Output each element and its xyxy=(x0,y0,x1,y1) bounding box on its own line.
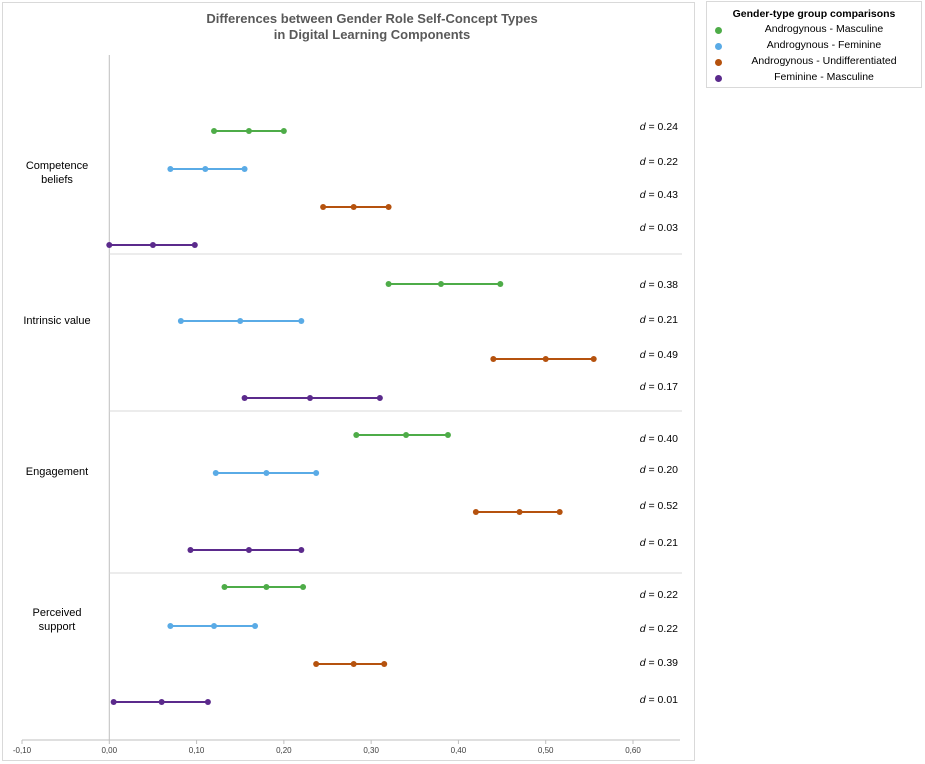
plot-frame xyxy=(2,2,695,761)
effect-point xyxy=(245,547,252,553)
effect-size-label: d = 0.43 xyxy=(640,189,678,201)
ci-high-point xyxy=(381,661,388,667)
ci-low-point xyxy=(490,356,497,362)
category-label: Perceived xyxy=(33,607,82,619)
effect-size-label: d = 0.21 xyxy=(640,537,678,549)
x-tick-label: 0,60 xyxy=(625,746,641,755)
effect-size-label: d = 0.49 xyxy=(640,349,678,361)
ci-low-point xyxy=(106,242,113,248)
ci-low-point xyxy=(167,623,174,629)
x-tick-label: 0,10 xyxy=(189,746,205,755)
effect-size-label: d = 0.24 xyxy=(640,121,678,133)
effect-point xyxy=(516,509,523,515)
effect-point xyxy=(263,584,270,590)
legend-item: Androgynous - Feminine xyxy=(707,39,921,54)
effect-size-label: d = 0.01 xyxy=(640,694,678,706)
ci-high-point xyxy=(241,166,248,172)
effect-point xyxy=(350,661,357,667)
ci-low-point xyxy=(221,584,228,590)
ci-low-point xyxy=(241,395,248,401)
ci-high-point xyxy=(590,356,597,362)
legend-marker xyxy=(715,43,722,50)
legend-label: Androgynous - Masculine xyxy=(764,23,884,35)
effect-point xyxy=(437,281,444,287)
ci-low-point xyxy=(385,281,392,287)
effect-point xyxy=(158,699,165,705)
legend-item: Androgynous - Undifferentiated xyxy=(707,55,921,70)
ci-high-point xyxy=(298,318,305,324)
effect-point xyxy=(245,128,252,134)
category-label: Competence xyxy=(26,160,88,172)
ci-high-point xyxy=(497,281,504,287)
ci-low-point xyxy=(110,699,117,705)
legend-label: Androgynous - Undifferentiated xyxy=(751,55,897,67)
x-tick-label: 0,20 xyxy=(276,746,292,755)
ci-low-point xyxy=(187,547,194,553)
legend-label: Feminine - Masculine xyxy=(774,71,874,83)
category-label: support xyxy=(39,621,76,633)
effect-point xyxy=(211,623,218,629)
legend-marker xyxy=(715,75,722,82)
ci-low-point xyxy=(177,318,184,324)
category-label: Engagement xyxy=(26,466,88,478)
legend-label: Androgynous - Feminine xyxy=(766,39,882,51)
ci-low-point xyxy=(472,509,479,515)
ci-low-point xyxy=(212,470,219,476)
ci-low-point xyxy=(167,166,174,172)
x-tick-label: 0,40 xyxy=(451,746,467,755)
ci-low-point xyxy=(211,128,218,134)
chart-title-line-0: Differences between Gender Role Self-Con… xyxy=(206,11,537,26)
legend: Gender-type group comparisons Androgynou… xyxy=(706,1,922,88)
effect-point xyxy=(350,204,357,210)
x-tick-label: 0,00 xyxy=(101,746,117,755)
ci-high-point xyxy=(191,242,198,248)
chart-title-line-1: in Digital Learning Components xyxy=(274,27,470,42)
effect-size-label: d = 0.22 xyxy=(640,589,678,601)
x-tick-label: -0,10 xyxy=(13,746,32,755)
ci-high-point xyxy=(444,432,451,438)
effect-size-label: d = 0.39 xyxy=(640,657,678,669)
effect-size-label: d = 0.22 xyxy=(640,156,678,168)
ci-high-point xyxy=(313,470,320,476)
effect-size-label: d = 0.03 xyxy=(640,222,678,234)
ci-high-point xyxy=(252,623,259,629)
effect-point xyxy=(263,470,270,476)
ci-high-point xyxy=(385,204,392,210)
effect-size-label: d = 0.40 xyxy=(640,433,678,445)
ci-high-point xyxy=(300,584,307,590)
ci-high-point xyxy=(280,128,287,134)
effect-point xyxy=(403,432,410,438)
effect-point xyxy=(202,166,209,172)
category-label: beliefs xyxy=(41,174,73,186)
ci-low-point xyxy=(313,661,320,667)
legend-marker xyxy=(715,27,722,34)
ci-high-point xyxy=(204,699,211,705)
ci-low-point xyxy=(320,204,327,210)
legend-title: Gender-type group comparisons xyxy=(732,8,896,20)
effect-size-label: d = 0.17 xyxy=(640,381,678,393)
ci-high-point xyxy=(298,547,305,553)
effect-point xyxy=(542,356,549,362)
effect-point xyxy=(307,395,314,401)
legend-marker xyxy=(715,59,722,66)
ci-high-point xyxy=(376,395,383,401)
effect-size-label: d = 0.22 xyxy=(640,623,678,635)
effect-point xyxy=(149,242,156,248)
effect-point xyxy=(237,318,244,324)
effect-size-label: d = 0.21 xyxy=(640,314,678,326)
category-label: Intrinsic value xyxy=(23,315,90,327)
legend-item: Feminine - Masculine xyxy=(707,71,921,86)
x-tick-label: 0,50 xyxy=(538,746,554,755)
ci-high-point xyxy=(556,509,563,515)
legend-item: Androgynous - Masculine xyxy=(707,23,921,38)
effect-size-label: d = 0.38 xyxy=(640,279,678,291)
effect-size-label: d = 0.52 xyxy=(640,500,678,512)
ci-low-point xyxy=(353,432,360,438)
effect-size-label: d = 0.20 xyxy=(640,464,678,476)
x-tick-label: 0,30 xyxy=(363,746,379,755)
